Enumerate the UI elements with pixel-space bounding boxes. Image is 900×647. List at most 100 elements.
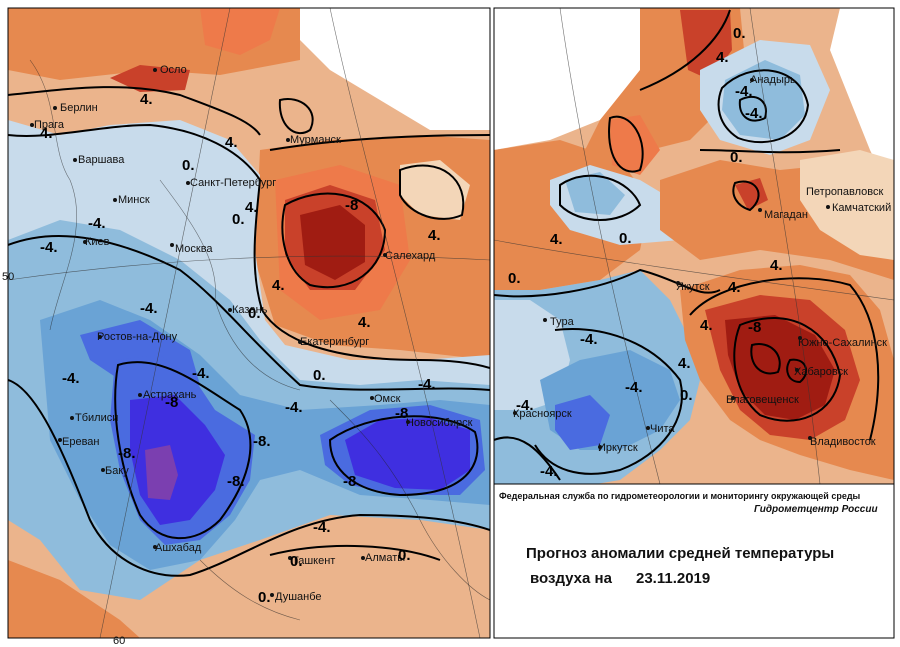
city-label-dushanbe: Душанбе <box>275 591 322 603</box>
city-dot-baku <box>101 468 105 472</box>
city-dot-ashgabat <box>153 545 157 549</box>
iso-label-l12: 4. <box>272 277 285 294</box>
city-label-vladivostok: Владивосток <box>810 436 876 448</box>
iso-label-l16: -4. <box>192 365 210 382</box>
info-panel: Федеральная служба по гидрометеорологии … <box>499 491 878 587</box>
city-label-rostov: Ростов-на-Дону <box>97 331 178 343</box>
info-panel-background <box>494 484 894 638</box>
iso-label-l22: -8 <box>395 405 408 422</box>
city-dot-tura <box>543 318 547 322</box>
city-dot-chita <box>646 426 650 430</box>
iso-label-l9: -4. <box>40 239 58 256</box>
city-dot-kazan <box>228 308 232 312</box>
city-label-krasnoyarsk: Красноярск <box>513 408 572 420</box>
warm-anomaly-north-core <box>200 8 280 55</box>
city-dot-ekaterinburg <box>298 340 302 344</box>
city-label-baku: Баку <box>105 465 129 477</box>
city-label-khabarovsk: Хабаровск <box>794 366 848 378</box>
iso-label-l1: 4. <box>140 91 153 108</box>
cold-anomaly-anadyr <box>722 60 805 140</box>
iso-label-r16: -8 <box>748 319 761 336</box>
iso-label-r15: -4. <box>625 379 643 396</box>
city-dot-novosibirsk <box>406 420 410 424</box>
iso-label-l18: -4. <box>285 399 303 416</box>
city-label-yuzhno: Южно-Сахалинск <box>798 337 887 349</box>
city-dot-oslo <box>153 68 157 72</box>
city-label-magadan: Магадан <box>764 209 808 221</box>
left-isolines <box>8 86 490 577</box>
iso-label-r13: -4. <box>516 397 534 414</box>
city-dot-tashkent <box>288 556 292 560</box>
city-dot-anadyr <box>750 78 754 82</box>
city-label-omsk: Омск <box>374 393 401 405</box>
forecast-title-line1: Прогноз аномалии средней температуры <box>526 545 834 562</box>
iso-label-l24: -8. <box>227 473 245 490</box>
city-dot-dushanbe <box>270 593 274 597</box>
forecast-date: 23.11.2019 <box>636 570 710 587</box>
city-label-astrakhan: Астрахань <box>143 389 197 401</box>
warm-anomaly-southwest <box>8 560 140 638</box>
iso-label-l27: 0. <box>290 553 303 570</box>
city-dot-moscow <box>170 243 174 247</box>
city-label-salekhard: Салехард <box>385 250 436 262</box>
iso-label-r11: 0. <box>508 270 521 287</box>
city-label-murmansk: Мурманск <box>290 134 341 146</box>
city-dot-spb <box>186 181 190 185</box>
left-map <box>8 8 490 638</box>
city-label-berlin: Берлин <box>60 102 98 114</box>
iso-label-l11: 0. <box>248 305 261 322</box>
city-dot-minsk <box>113 198 117 202</box>
iso-label-l26: -4. <box>313 519 331 536</box>
city-label-oslo: Осло <box>160 64 187 76</box>
iso-label-r5: 0. <box>730 149 743 166</box>
neutral-anomaly-kamchatka <box>800 150 894 260</box>
center-name: Гидрометцентр России <box>754 504 878 515</box>
city-label-ashgabat: Ашхабад <box>155 542 202 554</box>
iso-label-l28: 0. <box>398 547 411 564</box>
right-map-frame <box>493 7 895 639</box>
arctic-ocean-area-right <box>494 8 660 150</box>
city-dot-yerevan <box>58 438 62 442</box>
city-dot-yuzhno <box>798 336 802 340</box>
city-label-minsk: Минск <box>118 194 150 206</box>
right-isolines <box>494 9 880 481</box>
city-dot-magadan <box>758 208 762 212</box>
city-dot-irkutsk <box>598 445 602 449</box>
warm-anomaly-ural-core <box>300 205 365 280</box>
right-map <box>494 8 894 638</box>
city-label-petropavlovsk: Петропавловск <box>806 186 883 198</box>
city-dot-kiev <box>83 240 87 244</box>
city-dot-yakutsk <box>676 281 680 285</box>
iso-label-r10: 4. <box>678 355 691 372</box>
iso-label-r9: 4. <box>700 317 713 334</box>
neutral-anomaly-yamal <box>400 160 470 220</box>
city-dot-khabarovsk <box>795 368 799 372</box>
iso-label-l2: 0. <box>182 157 195 174</box>
city-dot-blagoveshchensk <box>731 396 735 400</box>
city-label-novosibirsk: Новосибирск <box>406 417 473 429</box>
right-graticule <box>494 8 894 485</box>
city-label-ekaterinburg: Екатеринбург <box>300 336 369 348</box>
iso-label-l10: 4. <box>428 227 441 244</box>
forecast-title-line2: воздуха на <box>530 570 613 587</box>
cold-anomaly-krasnoyarsk <box>555 395 610 450</box>
city-label-kamchatsky: Камчатский <box>832 202 891 214</box>
city-dot-murmansk <box>286 138 290 142</box>
iso-label-r14: 0. <box>680 387 693 404</box>
city-label-anadyr: Анадырь <box>750 74 796 86</box>
city-label-moscow: Москва <box>175 243 213 255</box>
iso-label-r2: -4. <box>735 83 753 100</box>
iso-label-l13: 4. <box>358 314 371 331</box>
iso-label-l8: -4. <box>88 215 106 232</box>
pacific-north-area <box>830 8 894 200</box>
city-dot-krasnoyarsk <box>513 411 517 415</box>
cold-anomaly-caspian-core <box>145 445 178 500</box>
city-dot-almaty <box>361 556 365 560</box>
iso-label-r18: -4. <box>540 463 558 480</box>
city-dot-petropavlovsk <box>826 205 830 209</box>
right-isoline-labels: 0. -4. 4. -4. 0. 0. 4. 4. 4. 4. 0. -4. -… <box>508 25 783 480</box>
iso-label-r6: 0. <box>619 230 632 247</box>
city-label-kiev: Киев <box>85 236 110 248</box>
